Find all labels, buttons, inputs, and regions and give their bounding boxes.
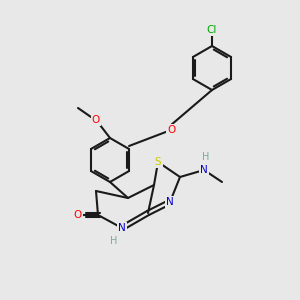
Text: N: N (166, 197, 174, 207)
Text: Cl: Cl (207, 25, 217, 35)
Text: N: N (118, 223, 126, 233)
Text: H: H (202, 152, 210, 162)
Text: N: N (200, 165, 208, 175)
Text: H: H (110, 236, 118, 246)
Text: O: O (167, 125, 175, 135)
Text: S: S (155, 157, 161, 167)
Text: O: O (74, 210, 82, 220)
Text: O: O (92, 115, 100, 125)
